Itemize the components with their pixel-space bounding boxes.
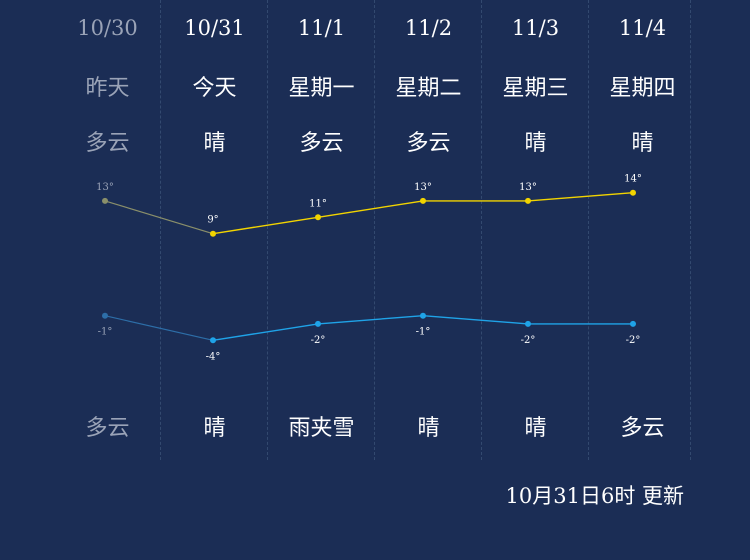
date-label: 11/4 [618, 16, 667, 40]
night-condition: 晴 [417, 416, 440, 441]
low-temp-point [630, 320, 636, 327]
night-condition: 多云 [620, 416, 665, 441]
weekday-label: 今天 [192, 76, 237, 101]
date-label: 11/3 [511, 16, 560, 40]
low-temp-point [525, 320, 531, 327]
high-temp-point [102, 197, 108, 204]
column-divider [267, 0, 268, 460]
low-temp-line-past [104, 315, 214, 341]
column-divider [690, 0, 691, 460]
low-temp-label: -2° [311, 335, 326, 346]
low-temp-label: -1° [416, 327, 431, 338]
forecast-day-column: 11/3 星期三 晴 晴 [482, 0, 589, 460]
date-label: 11/1 [297, 16, 346, 40]
column-divider [481, 0, 482, 460]
forecast-day-column: 10/30 昨天 多云 多云 [54, 0, 161, 460]
high-temp-label: 9° [207, 215, 218, 226]
low-temp-point [210, 337, 216, 344]
day-condition: 多云 [299, 131, 344, 156]
low-temp-label: -1° [98, 327, 113, 338]
high-temp-label: 14° [624, 174, 642, 185]
weekday-label: 星期四 [609, 76, 676, 101]
day-condition: 多云 [85, 131, 130, 156]
night-condition: 雨夹雪 [288, 416, 355, 441]
weekday-label: 星期二 [395, 76, 462, 101]
high-temp-point [315, 214, 321, 221]
high-temp-label: 13° [519, 182, 537, 193]
high-temp-line-past [104, 200, 214, 235]
date-label: 10/31 [184, 16, 245, 40]
forecast-day-column: 11/4 星期四 晴 多云 [589, 0, 696, 460]
weekday-label: 星期三 [502, 76, 569, 101]
date-label: 11/2 [404, 16, 453, 40]
forecast-day-column: 11/1 星期一 多云 雨夹雪 [268, 0, 375, 460]
weekday-label: 星期一 [288, 76, 355, 101]
low-temp-point [102, 312, 108, 319]
forecast-day-column: 11/2 星期二 多云 晴 [375, 0, 482, 460]
high-temp-point [210, 230, 216, 237]
night-condition: 晴 [203, 416, 226, 441]
high-temp-label: 13° [414, 182, 432, 193]
low-temp-point [315, 320, 321, 327]
low-temp-label: -4° [206, 351, 221, 362]
column-divider [160, 0, 161, 460]
high-temp-point [420, 197, 426, 204]
high-temp-point [630, 189, 636, 196]
high-temp-label: 11° [309, 198, 327, 209]
column-divider [374, 0, 375, 460]
date-label: 10/30 [77, 16, 138, 40]
update-timestamp: 10月31日6时 更新 [505, 484, 684, 508]
day-condition: 晴 [203, 131, 226, 156]
weekday-label: 昨天 [85, 76, 130, 101]
high-temp-point [525, 197, 531, 204]
day-condition: 晴 [524, 131, 547, 156]
day-condition: 多云 [406, 131, 451, 156]
low-temp-label: -2° [521, 335, 536, 346]
low-temp-point [420, 312, 426, 319]
night-condition: 晴 [524, 416, 547, 441]
forecast-day-column: 10/31 今天 晴 晴 [161, 0, 268, 460]
high-temp-label: 13° [96, 182, 114, 193]
day-condition: 晴 [631, 131, 654, 156]
night-condition: 多云 [85, 416, 130, 441]
low-temp-label: -2° [626, 335, 641, 346]
column-divider [588, 0, 589, 460]
